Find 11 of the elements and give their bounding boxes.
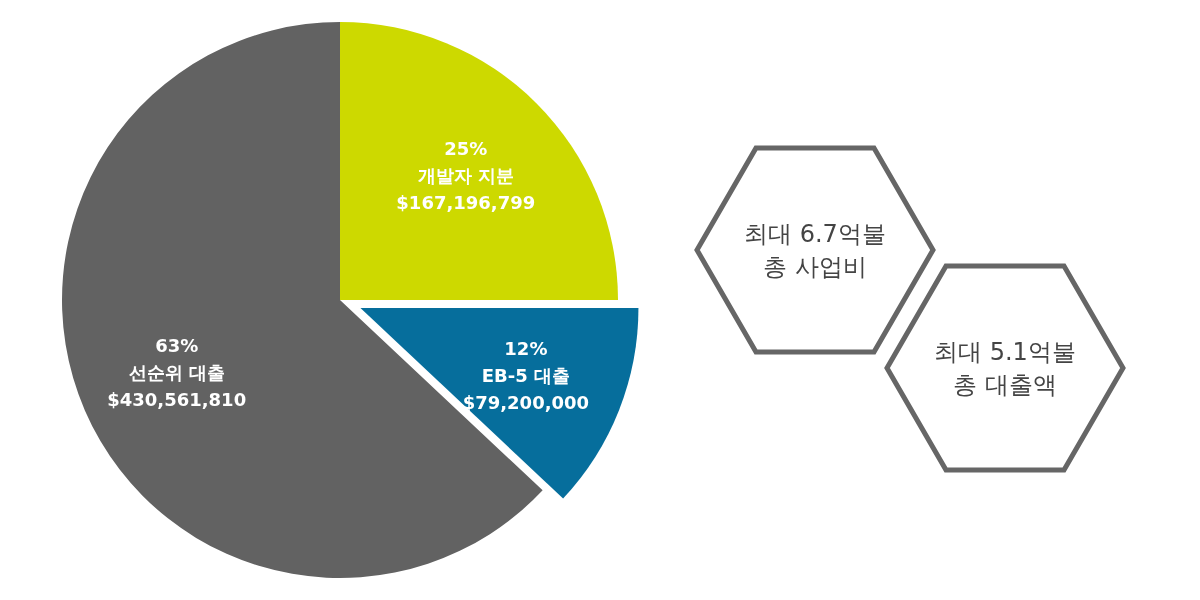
slice-label: 개발자 지분 — [417, 165, 514, 187]
text: $430,561,810 — [107, 388, 247, 410]
text: 최대 6.7억불 총 사업비 — [744, 220, 886, 281]
slice-label: EB-5 대출 — [481, 364, 571, 386]
data-label: 12% — [504, 337, 548, 359]
text: 최대 5.1억불 총 대출액 — [934, 338, 1076, 399]
text: $79,200,000 — [462, 391, 590, 413]
slice-label: 선순위 대출 — [128, 361, 225, 383]
text: $167,196,799 — [396, 192, 536, 214]
data-label: 25% — [444, 138, 488, 160]
data-label: 63% — [155, 334, 199, 356]
